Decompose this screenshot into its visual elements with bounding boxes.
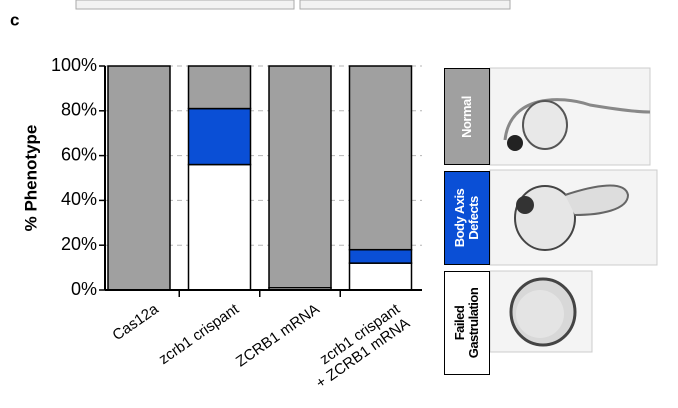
y-tick-label: 0%	[71, 279, 97, 299]
legend-label: Normal	[460, 72, 474, 162]
y-tick-label: 80%	[61, 100, 97, 120]
legend-failed: Failed Gastrulation	[444, 271, 490, 375]
y-axis-label: % Phenotype	[21, 125, 40, 232]
panel-label: c	[10, 10, 19, 29]
bar-segment	[269, 66, 331, 288]
legend-label: Body Axis Defects	[453, 179, 481, 257]
page: c % Phenotype 0% 20% 40% 60% 80% 100% Cas12azc…	[0, 0, 678, 408]
legend-body-axis: Body Axis Defects	[444, 171, 490, 265]
bar-segment	[350, 66, 412, 250]
y-tick-label: 40%	[61, 189, 97, 209]
x-tick-label: ZCRB1 mRNA	[233, 301, 323, 371]
x-tick-label: Cas12a	[109, 300, 162, 344]
bar-segment	[350, 250, 412, 263]
y-tick-label: 20%	[61, 234, 97, 254]
y-tick-label: 100%	[51, 55, 97, 75]
image-strip	[76, 0, 294, 9]
image-strip	[300, 0, 510, 9]
x-tick-label: zcrb1 crispant	[156, 300, 243, 368]
bar-segment	[189, 66, 251, 109]
legend-label: Failed Gastrulation	[453, 283, 481, 363]
bar-segment	[189, 165, 251, 290]
chart: c % Phenotype 0% 20% 40% 60% 80% 100% Cas12azc…	[0, 0, 678, 408]
legend-normal: Normal	[444, 68, 490, 165]
bar-segment	[108, 66, 170, 290]
bar-segment	[189, 109, 251, 165]
bar-segment	[350, 263, 412, 290]
embryo-images	[490, 68, 657, 352]
y-tick-label: 60%	[61, 144, 97, 164]
